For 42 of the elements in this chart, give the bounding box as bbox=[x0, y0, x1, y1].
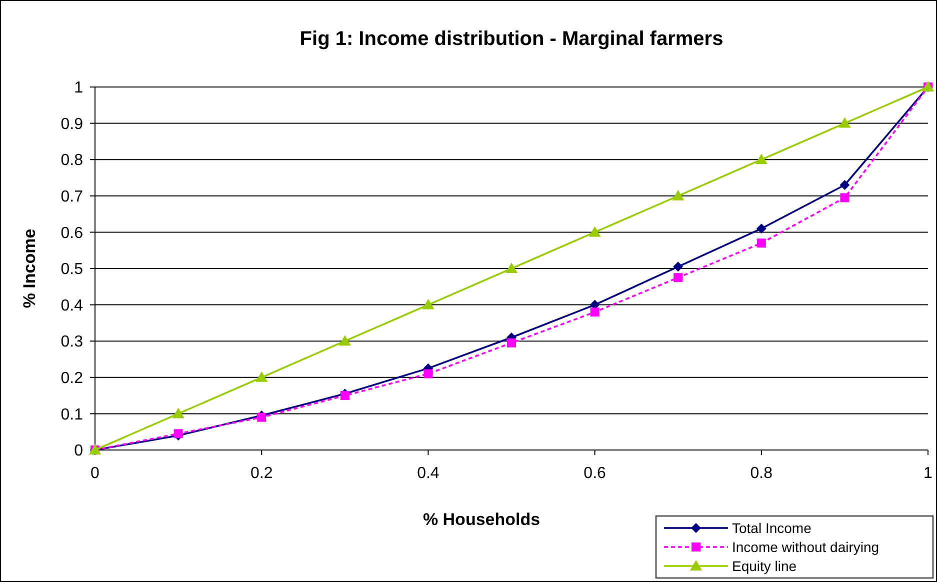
legend-label: Total Income bbox=[732, 520, 812, 536]
y-tick-label: 0.6 bbox=[60, 224, 84, 242]
point bbox=[673, 262, 684, 272]
point bbox=[672, 190, 684, 200]
x-tick-label: 0.8 bbox=[750, 465, 773, 482]
point bbox=[674, 273, 683, 282]
y-tick-label: 0.7 bbox=[60, 188, 84, 206]
point bbox=[172, 408, 184, 418]
x-tick-label: 0.4 bbox=[417, 465, 440, 482]
point bbox=[838, 117, 851, 128]
y-tick-label: 0.5 bbox=[60, 261, 84, 278]
point bbox=[840, 180, 850, 190]
y-tick-label: 0.9 bbox=[60, 116, 84, 133]
point bbox=[756, 224, 766, 234]
point bbox=[338, 335, 351, 346]
point bbox=[256, 371, 268, 382]
point bbox=[588, 226, 601, 237]
x-tick-label: 1 bbox=[924, 465, 933, 482]
point bbox=[507, 338, 516, 348]
y-tick-label: 0.8 bbox=[60, 152, 84, 170]
point bbox=[424, 369, 433, 378]
y-tick-label: 0.3 bbox=[60, 334, 84, 351]
x-tick-label: 0.2 bbox=[250, 465, 273, 482]
point bbox=[506, 262, 518, 273]
y-tick-label: 0.4 bbox=[60, 297, 84, 314]
point bbox=[840, 193, 850, 202]
chart-title: Fig 1: Income distribution - Marginal farmers bbox=[300, 28, 724, 50]
point bbox=[340, 391, 350, 400]
x-tick-label: 0.6 bbox=[584, 465, 606, 482]
legend-label: Income without dairying bbox=[732, 538, 880, 555]
y-tick-label: 0 bbox=[74, 442, 84, 460]
y-tick-label: 0.1 bbox=[60, 406, 84, 424]
point bbox=[756, 238, 766, 248]
x-tick-label: 0 bbox=[90, 465, 100, 482]
y-tick-label: 1 bbox=[74, 80, 84, 97]
y-tick-label: 0.2 bbox=[60, 370, 84, 387]
point bbox=[422, 298, 434, 310]
y-axis-title: % Income bbox=[20, 228, 39, 308]
legend-label: Equity line bbox=[732, 558, 797, 574]
x-axis-title: % Households bbox=[422, 510, 540, 529]
point bbox=[755, 154, 768, 164]
point bbox=[590, 308, 600, 317]
